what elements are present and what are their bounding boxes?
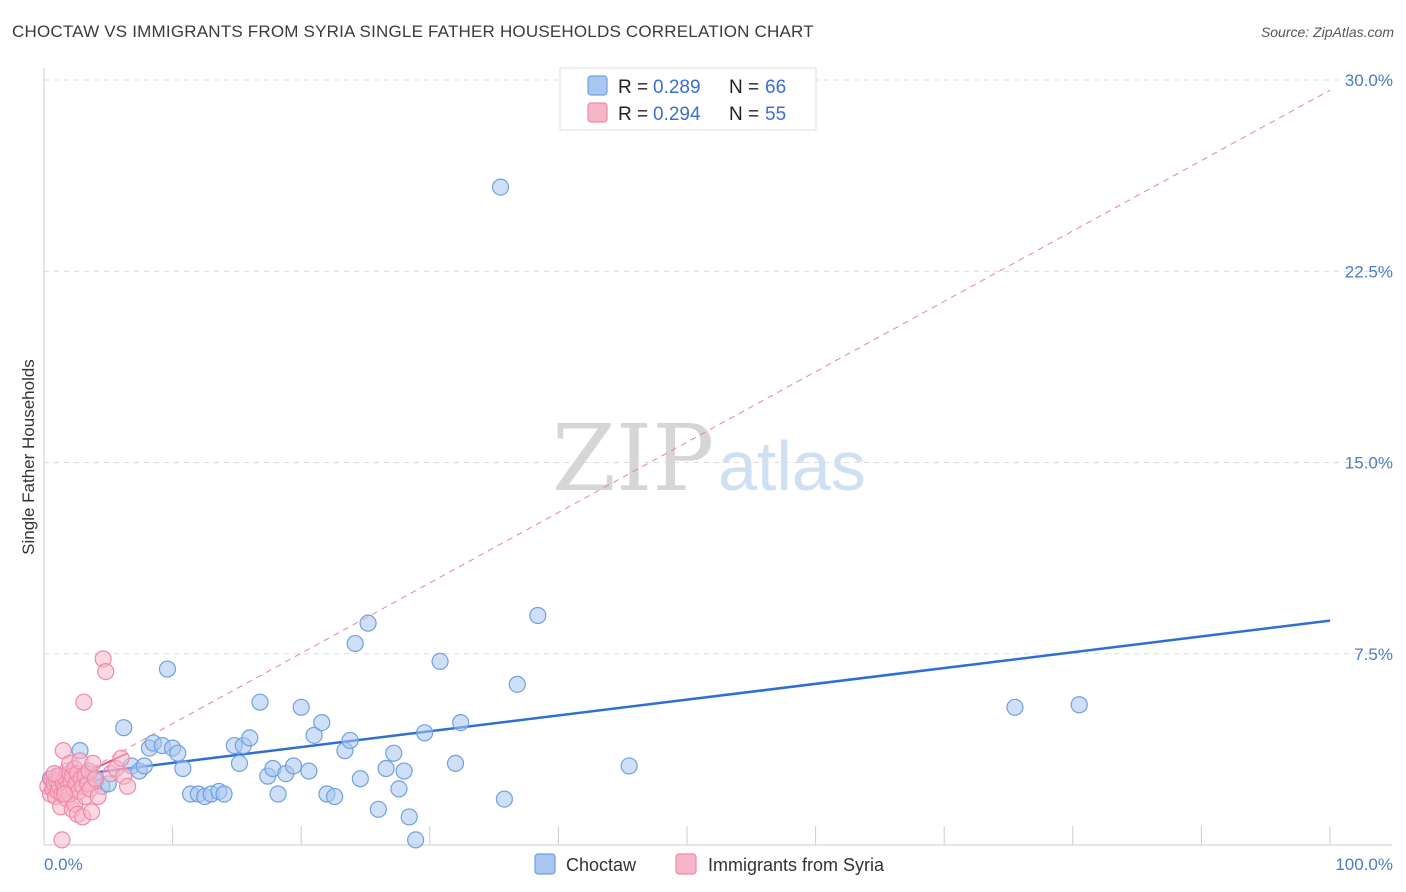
- data-point: [89, 787, 107, 806]
- trend-line-1: [43, 89, 1331, 795]
- data-point: [84, 754, 102, 773]
- y-tick-labels: 7.5% 15.0% 22.5% 30.0%: [1345, 71, 1393, 664]
- legend-n-value-syria: 55: [765, 104, 786, 125]
- data-point: [390, 780, 408, 798]
- data-point: [620, 757, 638, 775]
- legend-r-label-choctaw: R =: [618, 77, 648, 98]
- x-tick-label: 0.0%: [44, 855, 83, 874]
- bottom-legend-choctaw: Choctaw: [566, 855, 637, 875]
- data-point: [346, 634, 364, 653]
- data-point: [341, 731, 359, 750]
- data-point: [400, 808, 418, 826]
- data-point: [1006, 698, 1024, 716]
- data-point: [230, 754, 249, 773]
- data-point: [452, 713, 470, 732]
- legend-swatch-choctaw: [587, 75, 608, 96]
- axes: [43, 68, 1392, 846]
- y-tick-label: 7.5%: [1354, 645, 1393, 664]
- y-tick-label: 15.0%: [1345, 454, 1393, 473]
- legend-r-label-syria: R =: [618, 104, 648, 125]
- data-point: [407, 831, 425, 849]
- data-point: [431, 652, 449, 671]
- legend-r-value-syria: 0.294: [653, 104, 701, 125]
- watermark-atlas: atlas: [718, 427, 866, 505]
- source-label: Source: ZipAtlas.com: [1260, 24, 1394, 40]
- data-point: [269, 785, 287, 803]
- data-point: [284, 757, 303, 775]
- data-point: [45, 764, 63, 783]
- data-point: [385, 744, 403, 762]
- data-point: [326, 787, 344, 806]
- data-point: [351, 770, 369, 788]
- x-tick-label: 100.0%: [1335, 855, 1393, 874]
- data-point: [292, 698, 310, 716]
- data-point: [491, 178, 510, 196]
- data-point: [251, 693, 269, 711]
- data-point: [495, 790, 513, 808]
- trend-line-0: [43, 619, 1331, 780]
- legend-n-label-syria: N =: [729, 104, 759, 125]
- legend-swatch-syria: [587, 102, 608, 123]
- data-point: [1070, 696, 1088, 714]
- data-point: [395, 762, 413, 780]
- data-point: [135, 757, 153, 775]
- gridlines: [44, 79, 1392, 655]
- data-point: [313, 713, 331, 732]
- bottom-legend: Choctaw Immigrants from Syria: [534, 853, 885, 875]
- data-point: [53, 831, 71, 849]
- data-point: [55, 785, 74, 803]
- y-tick-label: 22.5%: [1345, 262, 1393, 281]
- data-point: [369, 800, 387, 818]
- data-point: [446, 754, 465, 773]
- chart-title: CHOCTAW VS IMMIGRANTS FROM SYRIA SINGLE …: [12, 22, 814, 41]
- data-point: [377, 759, 395, 778]
- legend-n-value-choctaw: 66: [765, 77, 786, 98]
- data-point: [300, 762, 318, 780]
- data-point: [82, 803, 101, 821]
- data-point: [508, 675, 526, 693]
- data-point: [529, 606, 547, 625]
- data-point: [75, 693, 93, 711]
- data-point: [118, 777, 137, 795]
- legend-r-value-choctaw: 0.289: [653, 77, 701, 98]
- y-axis-label: Single Father Households: [19, 359, 38, 555]
- data-point: [174, 759, 192, 778]
- data-point: [86, 770, 105, 788]
- data-point: [305, 726, 323, 744]
- data-point: [416, 724, 434, 742]
- legend: R = 0.289 N = 66 R = 0.294 N = 55: [559, 67, 817, 131]
- bottom-legend-swatch-syria: [675, 853, 697, 875]
- data-point: [241, 729, 259, 747]
- x-tick-labels: 0.0% 100.0%: [44, 855, 1393, 874]
- y-tick-label: 30.0%: [1345, 71, 1393, 90]
- data-point: [97, 662, 115, 681]
- legend-n-label-choctaw: N =: [729, 77, 759, 98]
- bottom-legend-syria: Immigrants from Syria: [708, 855, 885, 875]
- data-point: [169, 744, 187, 762]
- bottom-legend-swatch-choctaw: [534, 853, 556, 875]
- data-point: [215, 785, 233, 803]
- data-point: [359, 614, 377, 632]
- data-points: [39, 178, 1088, 849]
- data-point: [115, 719, 133, 737]
- watermark-zip: ZIP: [552, 405, 714, 512]
- data-point: [158, 660, 177, 678]
- data-point: [112, 749, 130, 767]
